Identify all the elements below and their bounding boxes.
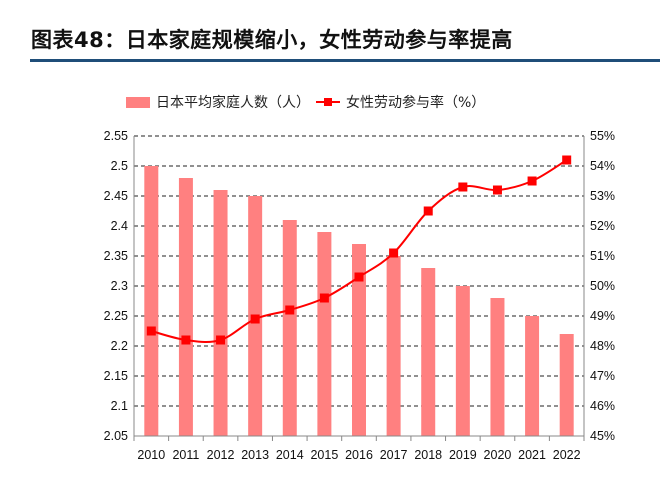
y-right-tick-label: 49% — [590, 309, 615, 323]
line-marker — [458, 182, 468, 192]
y-right-tick-label: 46% — [590, 399, 615, 413]
y-left-tick-label: 2.4 — [111, 219, 128, 233]
line-marker — [423, 206, 433, 216]
line-marker — [146, 326, 156, 336]
bar — [490, 298, 505, 436]
legend-line-swatch — [316, 96, 340, 108]
legend-bar-swatch — [126, 96, 150, 108]
x-tick-label: 2015 — [310, 448, 338, 462]
y-left-tick-label: 2.55 — [104, 129, 128, 143]
x-tick-label: 2018 — [414, 448, 442, 462]
line-marker — [492, 185, 502, 195]
line-marker — [562, 155, 572, 165]
x-tick-label: 2010 — [137, 448, 165, 462]
y-right-tick-label: 51% — [590, 249, 615, 263]
legend-bar-label: 日本平均家庭人数（人） — [156, 95, 310, 111]
bar — [525, 316, 540, 436]
bar — [178, 178, 193, 436]
line-marker — [319, 293, 329, 303]
y-right-tick-label: 54% — [590, 159, 615, 173]
x-tick-label: 2020 — [484, 448, 512, 462]
y-left-tick-label: 2.5 — [111, 159, 128, 173]
bar — [144, 166, 159, 436]
x-tick-label: 2017 — [380, 448, 408, 462]
bar — [386, 256, 401, 436]
line-marker — [216, 335, 226, 345]
y-right-tick-label: 47% — [590, 369, 615, 383]
y-left-tick-label: 2.25 — [104, 309, 128, 323]
x-tick-label: 2022 — [553, 448, 581, 462]
y-right-tick-label: 45% — [590, 429, 615, 443]
line-marker — [181, 335, 191, 345]
y-right-tick-label: 55% — [590, 129, 615, 143]
title-divider — [30, 59, 660, 62]
bar — [421, 268, 436, 436]
x-tick-label: 2021 — [518, 448, 546, 462]
x-tick-label: 2016 — [345, 448, 373, 462]
line-marker — [354, 272, 364, 282]
figure-title: 图表48：日本家庭规模缩小，女性劳动参与率提高 — [31, 28, 513, 52]
line-marker — [285, 305, 295, 315]
y-left-tick-label: 2.3 — [111, 279, 128, 293]
line-marker — [389, 248, 399, 258]
x-tick-label: 2019 — [449, 448, 477, 462]
x-tick-label: 2012 — [207, 448, 235, 462]
y-left-tick-label: 2.2 — [111, 339, 128, 353]
bar — [282, 220, 297, 436]
x-tick-label: 2014 — [276, 448, 304, 462]
y-left-tick-label: 2.1 — [111, 399, 128, 413]
bar — [317, 232, 332, 436]
y-left-tick-label: 2.45 — [104, 189, 128, 203]
y-right-tick-label: 48% — [590, 339, 615, 353]
bar — [352, 244, 366, 436]
bar — [213, 190, 228, 436]
y-left-tick-label: 2.15 — [104, 369, 128, 383]
legend-line-label: 女性劳动参与率（%） — [346, 95, 486, 111]
x-tick-label: 2013 — [241, 448, 269, 462]
bar — [455, 286, 470, 436]
y-right-tick-label: 50% — [590, 279, 615, 293]
y-left-tick-label: 2.35 — [104, 249, 128, 263]
line-marker — [527, 176, 537, 186]
y-left-tick-label: 2.05 — [104, 429, 128, 443]
x-tick-label: 2011 — [172, 448, 199, 462]
y-right-tick-label: 52% — [590, 219, 615, 233]
bar — [559, 334, 574, 436]
y-right-tick-label: 53% — [590, 189, 615, 203]
legend: 日本平均家庭人数（人） 女性劳动参与率（%） — [126, 92, 485, 112]
line-marker — [250, 314, 260, 324]
